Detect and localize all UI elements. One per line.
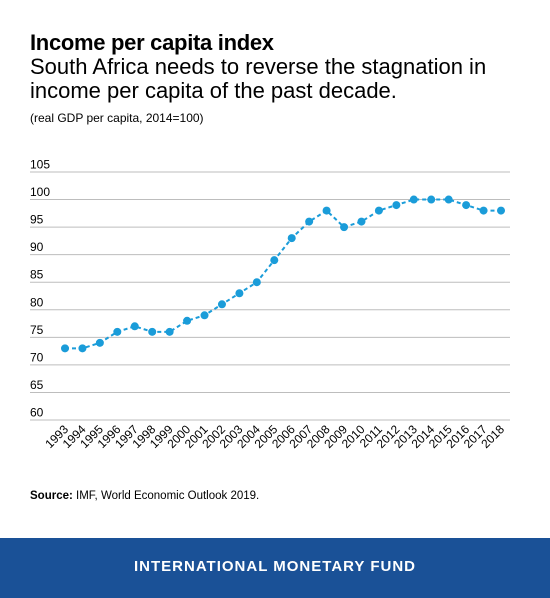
source-text: IMF, World Economic Outlook 2019. [76, 490, 260, 502]
data-point [165, 327, 174, 336]
data-point [479, 206, 488, 215]
data-point [322, 206, 331, 215]
data-point [444, 195, 453, 204]
data-point [427, 195, 436, 204]
series-path [65, 198, 501, 350]
data-point [217, 300, 226, 309]
footer-banner: INTERNATIONAL MONETARY FUND [0, 538, 550, 598]
chart-title: Income per capita index [30, 30, 274, 55]
line-chart: 60 65 70 75 80 85 90 95 100 105 19931994199519961… [30, 158, 510, 451]
data-point [392, 201, 401, 210]
data-point [61, 344, 69, 353]
x-axis-labels: 1993199419951996199719981999200020012002… [42, 422, 507, 451]
data-point [374, 206, 383, 215]
data-point [305, 217, 314, 226]
data-point [130, 322, 139, 331]
series-line [61, 195, 505, 353]
data-point [235, 289, 244, 298]
y-tick-label: 80 [30, 295, 44, 309]
y-tick-label: 70 [30, 350, 44, 364]
data-point [340, 223, 349, 232]
y-tick-label: 85 [30, 268, 44, 282]
data-point [287, 234, 296, 243]
y-tick-label: 75 [30, 323, 44, 337]
data-point [462, 201, 471, 210]
y-tick-label: 60 [30, 406, 44, 420]
data-point [409, 195, 418, 204]
chart-subtitle: South Africa needs to reverse the stagna… [30, 54, 487, 103]
source-label: Source: [30, 490, 73, 502]
data-point [95, 338, 104, 347]
y-tick-label: 95 [30, 213, 44, 227]
source-note: Source: IMF, World Economic Outlook 2019… [30, 490, 259, 502]
unit-note: (real GDP per capita, 2014=100) [30, 111, 204, 125]
data-point [148, 327, 157, 336]
y-tick-label: 65 [30, 378, 44, 392]
y-tick-label: 100 [30, 185, 50, 199]
gridlines [30, 171, 510, 421]
y-axis-labels: 60 65 70 75 80 85 90 95 100 105 [30, 158, 50, 420]
data-point [113, 327, 122, 336]
y-tick-label: 105 [30, 158, 50, 172]
data-point [357, 217, 366, 226]
data-point [78, 344, 87, 353]
y-tick-label: 90 [30, 240, 44, 254]
data-point [200, 311, 209, 320]
data-point [252, 278, 261, 287]
footer-brand: INTERNATIONAL MONETARY FUND [134, 558, 416, 575]
data-point [270, 256, 279, 265]
data-point [497, 206, 505, 215]
data-point [183, 316, 192, 325]
